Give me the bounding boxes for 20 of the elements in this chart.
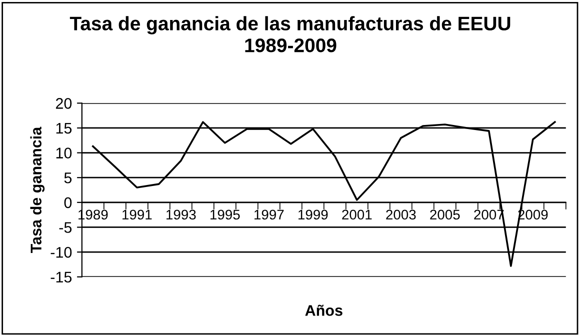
y-tick-label: 10 — [56, 148, 72, 158]
y-axis-title: Tasa de ganancia — [30, 126, 45, 253]
x-tick-label: 1993 — [166, 210, 196, 220]
y-tick-label: -5 — [59, 222, 72, 233]
x-tick-label: 2003 — [386, 210, 416, 220]
chart-title: Tasa de ganancia de las manufacturas de EEUU — [70, 16, 510, 34]
x-tick-label: 1991 — [122, 210, 152, 220]
y-tick-label: 5 — [64, 172, 72, 184]
x-tick-label: 1997 — [254, 210, 284, 220]
x-tick-label: 2005 — [430, 210, 460, 220]
x-tick-label: 1999 — [298, 210, 328, 220]
chart-subtitle: 1989-2009 — [245, 38, 336, 52]
x-axis-title: Años — [305, 304, 342, 316]
y-tick-label: 15 — [56, 122, 72, 134]
y-tick-label: 0 — [64, 197, 72, 208]
x-tick-label: 2001 — [342, 210, 372, 220]
x-tick-label: 1995 — [210, 210, 240, 220]
y-tick-label: -10 — [50, 246, 72, 258]
y-tick-label: 20 — [56, 98, 72, 109]
y-tick-label: -15 — [50, 272, 72, 283]
